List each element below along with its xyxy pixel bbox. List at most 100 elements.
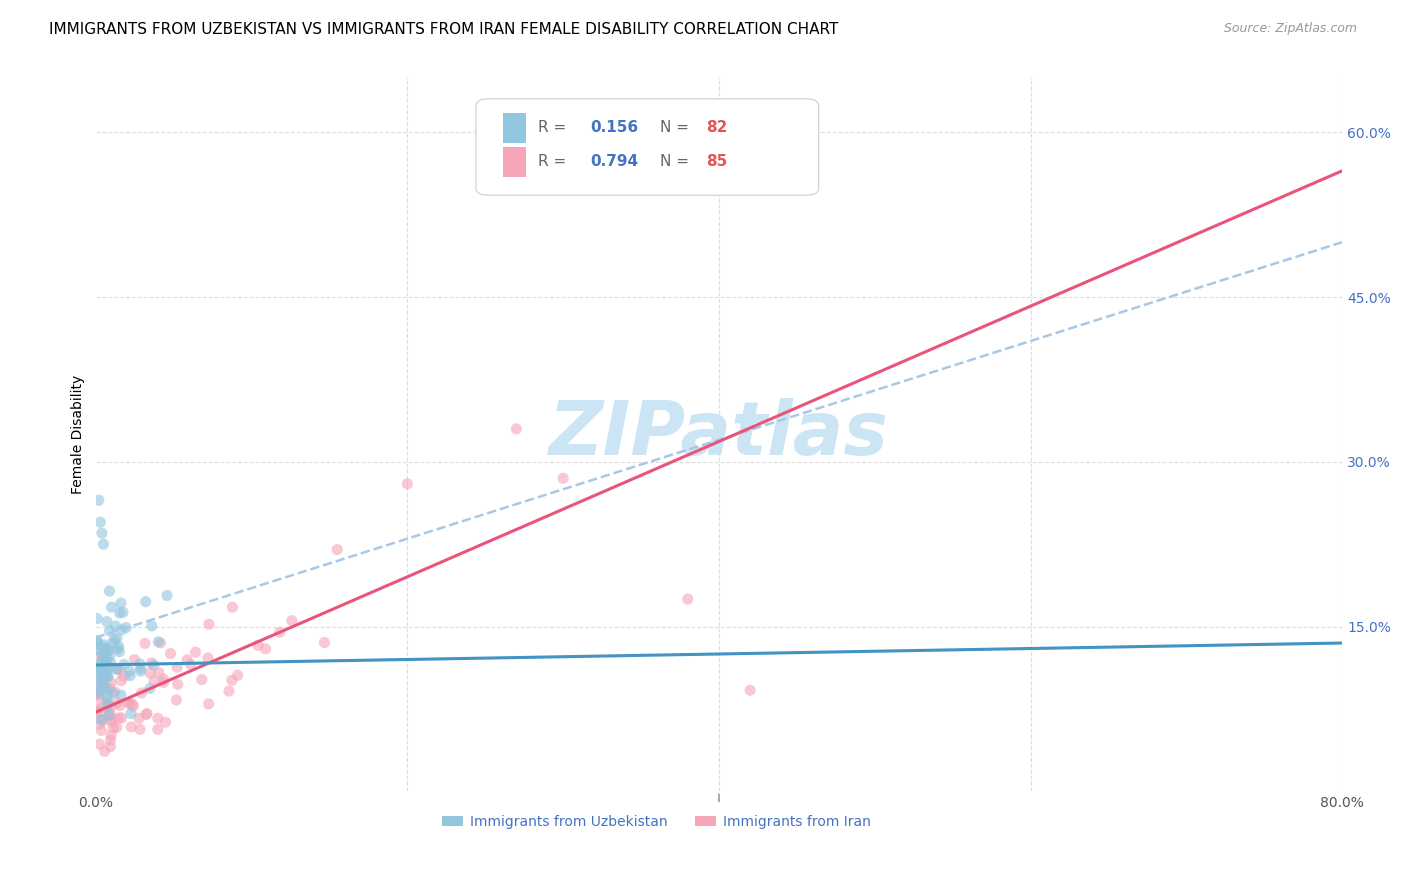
- Point: [108, 698, 131, 713]
- Point: [86, 637, 108, 651]
- Point: [87, 665, 110, 680]
- Point: [97, 643, 120, 657]
- Point: [96, 669, 118, 683]
- Point: [190, 673, 212, 687]
- Point: [86, 704, 108, 718]
- Point: [197, 651, 219, 665]
- Point: [105, 721, 128, 735]
- Point: [218, 684, 240, 698]
- Point: [110, 673, 132, 688]
- Point: [96, 651, 118, 665]
- Point: [98, 584, 121, 599]
- Point: [221, 600, 243, 615]
- Point: [100, 699, 122, 714]
- Point: [110, 596, 132, 610]
- Point: [105, 696, 128, 710]
- Point: [91, 662, 114, 676]
- Point: [86, 649, 108, 664]
- Point: [105, 662, 128, 676]
- Point: [108, 645, 131, 659]
- Point: [128, 711, 150, 725]
- Point: [117, 696, 139, 710]
- Point: [93, 700, 115, 714]
- Point: [89, 717, 111, 731]
- Point: [505, 422, 527, 436]
- Point: [112, 605, 135, 619]
- Point: [96, 663, 118, 677]
- Point: [112, 657, 135, 672]
- Point: [98, 681, 121, 696]
- Point: [149, 636, 172, 650]
- Point: [107, 642, 129, 657]
- Point: [135, 594, 157, 608]
- Point: [100, 733, 122, 747]
- Point: [142, 673, 165, 688]
- Point: [98, 706, 121, 720]
- Point: [86, 635, 108, 649]
- Point: [146, 711, 169, 725]
- Point: [100, 728, 122, 742]
- Point: [93, 713, 115, 727]
- Text: IMMIGRANTS FROM UZBEKISTAN VS IMMIGRANTS FROM IRAN FEMALE DISABILITY CORRELATION: IMMIGRANTS FROM UZBEKISTAN VS IMMIGRANTS…: [49, 22, 838, 37]
- Point: [93, 638, 115, 652]
- Point: [97, 670, 120, 684]
- Point: [152, 672, 174, 686]
- Point: [105, 662, 128, 676]
- Point: [156, 589, 179, 603]
- Text: 82: 82: [706, 120, 728, 135]
- Point: [118, 696, 141, 710]
- Text: R =: R =: [538, 154, 571, 169]
- Point: [94, 657, 117, 672]
- Point: [135, 707, 157, 722]
- Point: [86, 686, 108, 700]
- Point: [226, 668, 249, 682]
- Point: [139, 665, 162, 680]
- Point: [112, 669, 135, 683]
- Point: [90, 713, 112, 727]
- Point: [120, 668, 142, 682]
- Point: [326, 542, 349, 557]
- Point: [141, 619, 163, 633]
- FancyBboxPatch shape: [475, 99, 818, 195]
- Point: [86, 611, 108, 625]
- Text: 0.794: 0.794: [591, 154, 638, 169]
- Text: ZIPatlas: ZIPatlas: [548, 398, 889, 471]
- Point: [89, 677, 111, 691]
- Point: [110, 623, 132, 637]
- Point: [247, 638, 270, 652]
- Point: [98, 707, 121, 722]
- Point: [148, 635, 170, 649]
- Text: 85: 85: [706, 154, 728, 169]
- Point: [107, 640, 129, 654]
- Point: [89, 737, 111, 751]
- Point: [93, 744, 115, 758]
- Point: [129, 664, 152, 678]
- Point: [120, 720, 142, 734]
- Point: [86, 642, 108, 657]
- Point: [553, 471, 575, 485]
- Point: [104, 685, 127, 699]
- Point: [108, 606, 131, 620]
- Point: [91, 649, 114, 664]
- Point: [97, 708, 120, 723]
- Point: [146, 723, 169, 737]
- Point: [281, 614, 304, 628]
- Point: [155, 715, 177, 730]
- Point: [111, 711, 134, 725]
- Point: [179, 657, 201, 672]
- Point: [121, 697, 143, 711]
- Text: N =: N =: [661, 120, 695, 135]
- Point: [89, 682, 111, 697]
- Point: [197, 697, 219, 711]
- Point: [89, 515, 111, 529]
- Point: [120, 706, 142, 721]
- Point: [101, 635, 124, 649]
- Point: [87, 688, 110, 702]
- Point: [86, 633, 108, 648]
- Point: [86, 702, 108, 716]
- Point: [90, 713, 112, 727]
- Point: [104, 619, 127, 633]
- Point: [91, 672, 114, 686]
- Point: [100, 675, 122, 690]
- Point: [86, 673, 108, 688]
